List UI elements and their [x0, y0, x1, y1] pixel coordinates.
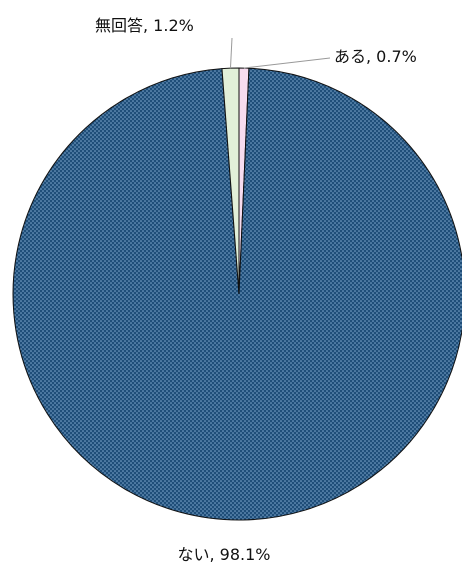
slice-label-nai: ない, 98.1% — [177, 545, 270, 564]
slice-nai — [12, 67, 462, 521]
leader-line-aru — [243, 57, 331, 69]
pie-slices — [12, 67, 462, 521]
leader-line-mukaito — [229, 37, 233, 69]
slice-label-mukaito: 無回答, 1.2% — [95, 16, 194, 35]
slice-mukaito — [221, 67, 240, 295]
slice-label-aru: ある, 0.7% — [334, 47, 417, 66]
leader-lines — [229, 37, 331, 69]
